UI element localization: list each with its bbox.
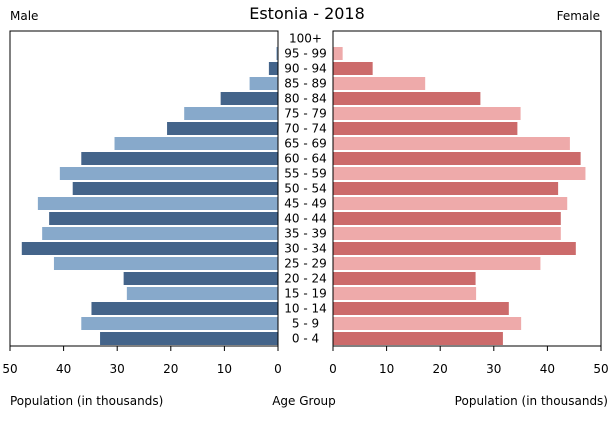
female-bar-10-14 [333,302,509,315]
female-bars [333,32,586,345]
age-label-40-44: 40 - 44 [284,212,327,226]
female-axis-label: Population (in thousands) [455,394,608,408]
chart-title: Estonia - 2018 [249,4,365,23]
age-label-60-64: 60 - 64 [284,152,327,166]
female-tick-label: 50 [593,362,608,376]
male-bar-60-64 [81,152,278,165]
male-plot-frame [9,30,279,347]
female-axis: 0 10 20 30 40 50 [329,346,609,376]
female-tick-label: 30 [486,362,501,376]
female-bar-50-54 [333,182,559,195]
age-label-15-19: 15 - 19 [284,287,327,301]
male-tick-label: 10 [217,362,232,376]
age-label-55-59: 55 - 59 [284,167,327,181]
female-bar-30-34 [333,242,576,255]
female-bar-20-24 [333,272,476,285]
male-bar-75-79 [184,107,278,120]
female-bar-95-99 [333,47,343,60]
male-bar-65-69 [114,137,279,150]
age-label-30-34: 30 - 34 [284,242,327,256]
male-bar-95-99 [276,47,278,60]
female-bar-0-4 [333,332,503,345]
male-tick-label: 40 [56,362,71,376]
female-tick-label: 20 [433,362,448,376]
female-tick-label: 10 [379,362,394,376]
female-bar-65-69 [333,137,570,150]
male-tick-label: 50 [2,362,17,376]
male-bar-50-54 [72,182,279,195]
male-axis: 50 40 30 20 10 0 [2,346,282,376]
age-group-axis-label: Age Group [272,394,336,408]
female-bar-75-79 [333,107,521,120]
female-tick-label: 0 [329,362,337,376]
age-label-85-89: 85 - 89 [284,77,327,91]
male-tick-label: 30 [110,362,125,376]
male-bar-5-9 [81,317,278,330]
male-axis-label: Population (in thousands) [10,394,163,408]
male-tick-label: 0 [274,362,282,376]
male-bar-85-89 [249,77,278,90]
male-bar-80-84 [220,92,278,105]
age-label-65-69: 65 - 69 [284,137,327,151]
male-bar-40-44 [49,212,278,225]
female-bar-70-74 [333,122,518,135]
female-bar-60-64 [333,152,581,165]
male-bar-30-34 [21,242,278,255]
age-label-10-14: 10 - 14 [284,302,327,316]
female-bar-25-29 [333,257,541,270]
female-bar-45-49 [333,197,568,210]
female-bar-85-89 [333,77,426,90]
male-bar-45-49 [37,197,279,210]
female-bar-90-94 [333,62,373,75]
age-label-100plus: 100+ [289,32,322,46]
male-bar-90-94 [268,62,278,75]
male-bar-70-74 [167,122,278,135]
age-label-25-29: 25 - 29 [284,257,327,271]
female-bar-55-59 [333,167,586,180]
age-label-90-94: 90 - 94 [284,62,327,76]
female-bar-5-9 [333,317,522,330]
age-label-5-9: 5 - 9 [292,317,319,331]
male-bar-20-24 [123,272,278,285]
male-label: Male [10,9,38,23]
female-bar-35-39 [333,227,561,240]
male-bar-35-39 [42,227,278,240]
male-bar-25-29 [53,257,279,270]
female-bar-15-19 [333,287,477,300]
age-label-20-24: 20 - 24 [284,272,327,286]
female-plot-frame [332,30,602,347]
female-bar-40-44 [333,212,561,225]
age-label-0-4: 0 - 4 [292,332,319,346]
male-bars [21,32,279,345]
female-bar-80-84 [333,92,481,105]
female-tick-label: 40 [540,362,555,376]
age-label-35-39: 35 - 39 [284,227,327,241]
female-label: Female [557,9,600,23]
age-label-50-54: 50 - 54 [284,182,327,196]
age-label-95-99: 95 - 99 [284,47,327,61]
male-bar-55-59 [59,167,278,180]
male-bar-15-19 [126,287,278,300]
age-label-80-84: 80 - 84 [284,92,327,106]
male-bar-10-14 [91,302,278,315]
age-label-45-49: 45 - 49 [284,197,327,211]
age-label-70-74: 70 - 74 [284,122,327,136]
male-tick-label: 20 [163,362,178,376]
age-label-75-79: 75 - 79 [284,107,327,121]
male-bar-0-4 [100,332,278,345]
